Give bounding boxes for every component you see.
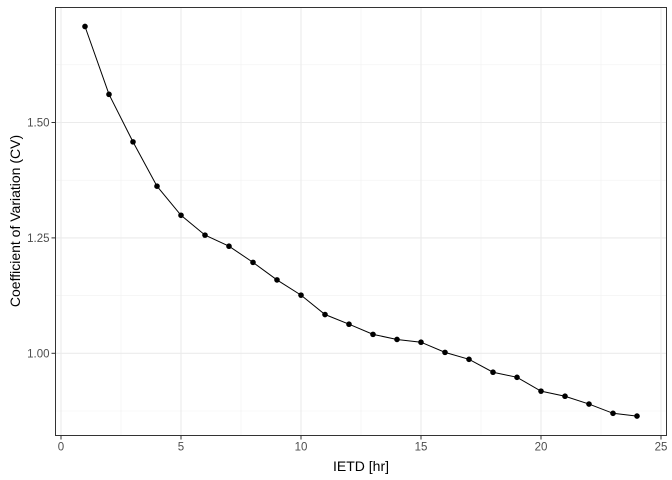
y-tick-label: 1.00 — [27, 348, 49, 360]
x-tick-label: 5 — [178, 442, 184, 454]
data-point — [466, 356, 472, 363]
x-tick-label: 10 — [295, 442, 308, 454]
x-axis-label: IETD [hr] — [333, 458, 389, 474]
data-point — [442, 349, 448, 356]
data-point — [538, 388, 544, 394]
data-point — [130, 139, 136, 145]
data-point — [490, 369, 496, 376]
data-point — [418, 339, 424, 346]
series-line — [84, 26, 638, 417]
data-point — [586, 401, 592, 407]
panel-border — [55, 7, 667, 436]
data-point — [202, 232, 208, 238]
y-axis-label: Coefficient of Variation (CV) — [7, 135, 23, 307]
x-tick-label: 15 — [415, 442, 428, 454]
data-point — [274, 277, 280, 283]
x-tick-label: 0 — [58, 442, 64, 454]
data-point — [82, 23, 88, 30]
data-point — [346, 321, 352, 328]
data-point — [514, 374, 520, 381]
y-tick-label: 1.50 — [27, 118, 49, 130]
data-point — [154, 183, 160, 190]
data-point — [370, 331, 376, 338]
data-point — [106, 91, 112, 98]
y-tick-label: 1.25 — [27, 233, 49, 245]
data-point — [178, 212, 184, 219]
data-point — [394, 336, 400, 343]
data-point — [562, 393, 568, 400]
x-tick-label: 25 — [655, 442, 668, 454]
data-point — [250, 259, 256, 266]
data-point — [226, 243, 232, 250]
data-point — [298, 292, 304, 298]
data-point — [610, 410, 616, 417]
data-point — [322, 311, 328, 318]
x-tick-label: 20 — [535, 442, 548, 454]
data-point — [634, 413, 640, 419]
